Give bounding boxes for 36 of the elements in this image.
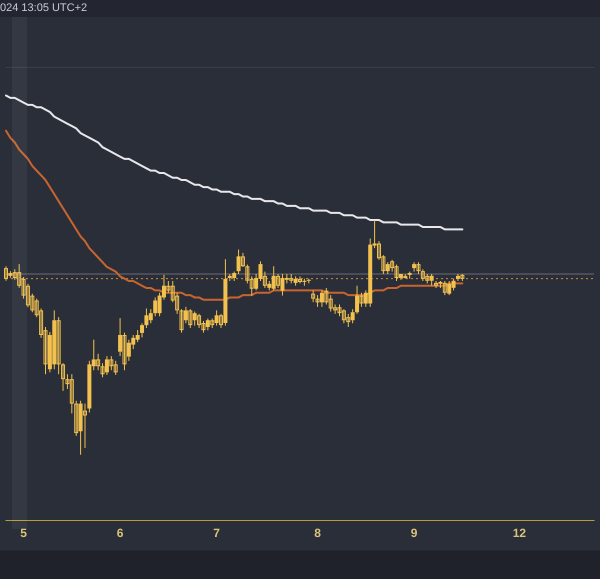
candlestick (180, 308, 184, 334)
candlestick (114, 360, 118, 376)
candlestick (240, 252, 245, 268)
x-tick-label: 7 (213, 526, 220, 540)
candlestick (311, 290, 316, 303)
text: 024 13:05 UTC+2 (0, 2, 88, 14)
x-tick-label: 12 (512, 526, 526, 540)
candlestick (192, 311, 197, 326)
candlestick (350, 308, 355, 324)
candlestick (447, 280, 452, 296)
x-tick-label: 6 (116, 526, 124, 540)
candlestick (416, 262, 420, 274)
candlestick (140, 322, 144, 338)
candlestick (100, 362, 105, 378)
candlestick (96, 353, 100, 371)
candlestick (289, 273, 294, 284)
x-tick-label: 8 (314, 526, 322, 540)
candlestick (236, 249, 241, 274)
candlestick (430, 273, 434, 286)
candlestick (346, 313, 350, 328)
candlestick (442, 280, 447, 296)
candlestick (232, 271, 236, 282)
candlestick (188, 308, 192, 328)
candlestick (109, 356, 114, 371)
candlestick (210, 318, 214, 328)
candlestick (206, 318, 210, 331)
candlestick (425, 273, 430, 284)
x-tick-label: 5 (20, 526, 28, 540)
candlestick (272, 266, 276, 291)
candlestick (316, 294, 320, 308)
x-tick-label: 9 (410, 526, 418, 540)
candlestick (355, 285, 360, 314)
candlestick (82, 403, 87, 448)
candlestick (61, 362, 66, 392)
candlestick (56, 316, 61, 375)
candlestick (412, 262, 416, 272)
